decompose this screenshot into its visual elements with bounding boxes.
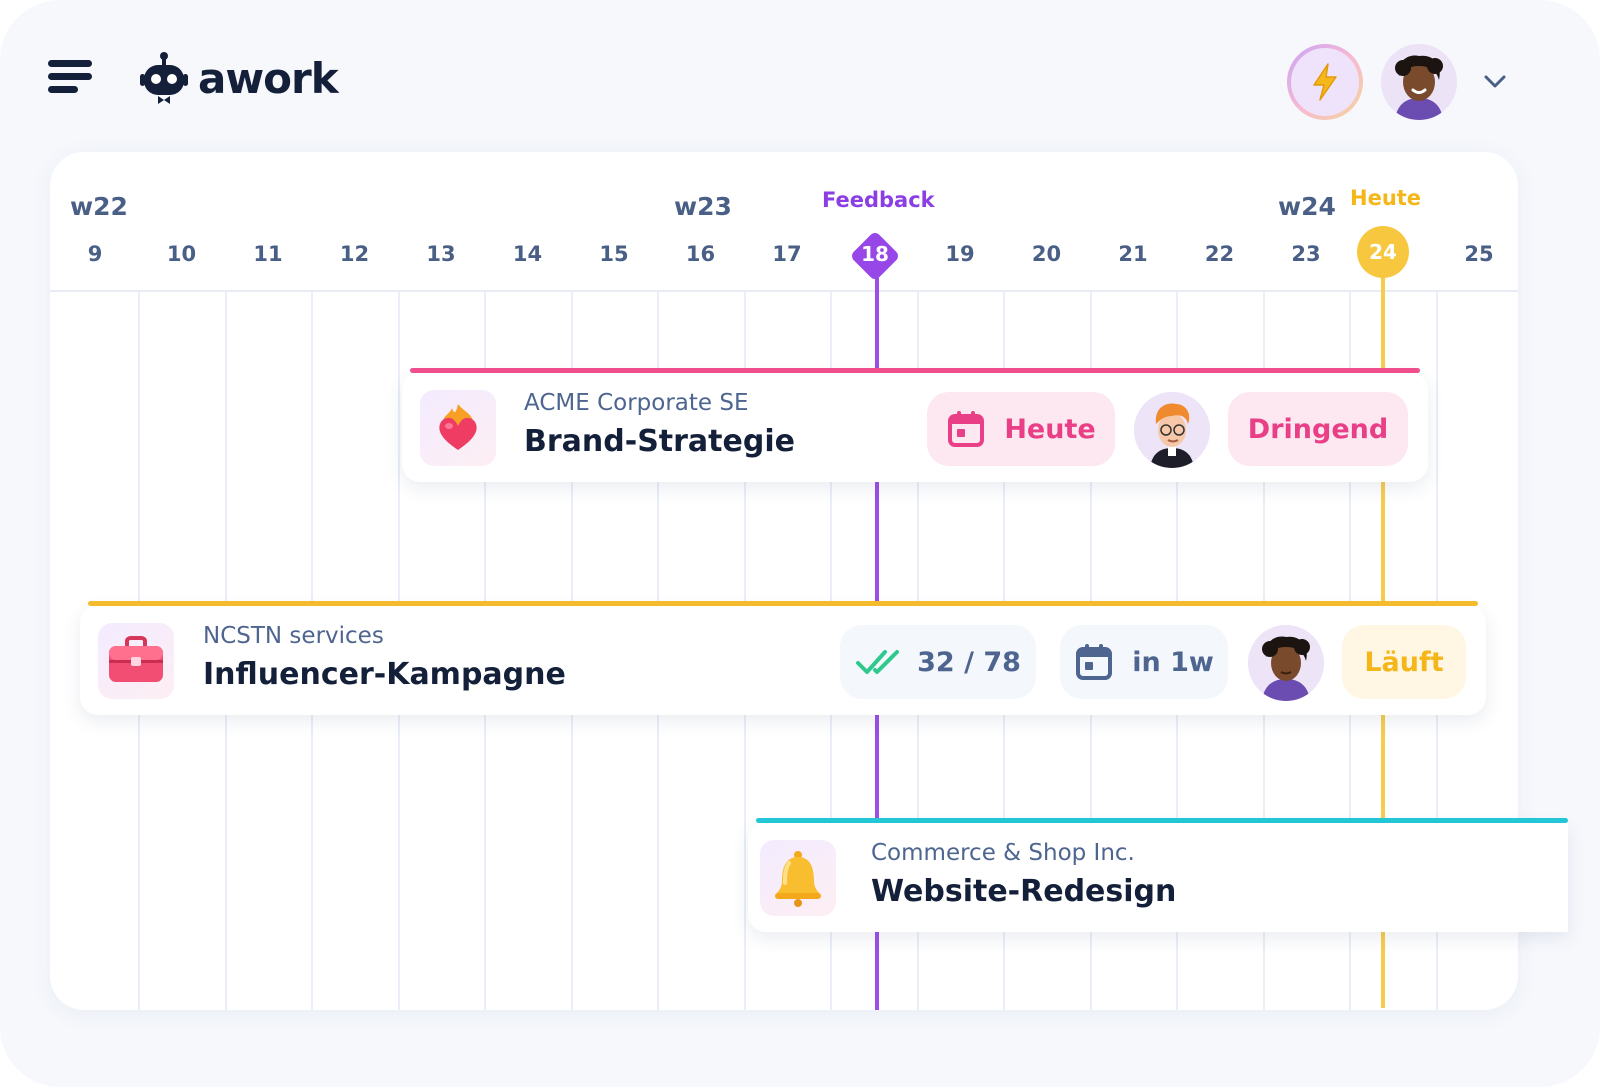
task-accent-bar	[88, 601, 1478, 606]
assignee-avatar[interactable]	[1134, 392, 1210, 468]
calendar-icon	[1076, 644, 1113, 680]
day-label: 19	[945, 242, 975, 266]
lightning-button[interactable]	[1287, 44, 1363, 120]
assignee-avatar[interactable]	[1248, 625, 1324, 701]
milestone-label: Feedback	[822, 188, 935, 212]
heart-on-fire-icon	[420, 390, 496, 466]
person-avatar-icon	[1134, 392, 1210, 468]
user-avatar[interactable]	[1381, 44, 1457, 120]
task-title: Influencer-Kampagne	[203, 657, 566, 692]
due-date-label: Heute	[1004, 413, 1096, 445]
double-check-icon	[856, 650, 900, 674]
day-label: 22	[1204, 242, 1235, 266]
today-marker[interactable]: 24	[1357, 226, 1409, 278]
day-label: 20	[1031, 242, 1062, 266]
day-label: 12	[339, 242, 370, 266]
hamburger-menu-icon[interactable]	[48, 60, 94, 96]
awork-logo[interactable]: awork	[140, 48, 339, 108]
day-label: 23	[1291, 242, 1321, 266]
day-label: 25	[1464, 242, 1494, 266]
task-accent-bar	[756, 818, 1568, 823]
toolbox-icon	[98, 623, 174, 699]
due-date-label: in 1w	[1132, 646, 1214, 678]
day-label: 11	[253, 242, 283, 266]
day-label: 16	[685, 242, 716, 266]
lightning-icon	[1313, 63, 1337, 101]
task-client: ACME Corporate SE	[524, 390, 749, 416]
task-client: Commerce & Shop Inc.	[871, 840, 1135, 866]
today-label: Heute	[1350, 186, 1422, 210]
day-label: 13	[426, 242, 456, 266]
progress-text: 32 / 78	[917, 646, 1021, 678]
chevron-down-icon[interactable]	[1480, 70, 1510, 94]
timeline-header: w22 w23 w24 9 10 11 12 13 14 15 16 17 19 20 21 22 23 2…	[50, 152, 1518, 292]
due-date-pill[interactable]: in 1w	[1060, 625, 1228, 699]
week-label: w23	[674, 192, 732, 221]
task-title: Website-Redesign	[871, 874, 1177, 909]
task-client: NCSTN services	[203, 623, 384, 649]
priority-badge[interactable]: Dringend	[1228, 392, 1408, 466]
task-title: Brand-Strategie	[524, 424, 795, 459]
app-name: awork	[198, 53, 339, 103]
day-label: 14	[512, 242, 543, 266]
day-label: 9	[87, 242, 103, 266]
day-label: 17	[772, 242, 802, 266]
status-badge[interactable]: Läuft	[1342, 625, 1466, 699]
subtasks-progress[interactable]: 32 / 78	[840, 625, 1036, 699]
robot-logo-icon	[140, 52, 188, 104]
calendar-icon	[948, 411, 985, 447]
task-accent-bar	[410, 368, 1420, 373]
milestone-day: 18	[861, 242, 889, 266]
person-avatar-icon	[1381, 44, 1457, 120]
task-bar-influencer-kampagne[interactable]: NCSTN services Influencer-Kampagne 32 / …	[80, 601, 1486, 715]
task-bar-website-redesign[interactable]: Commerce & Shop Inc. Website-Redesign	[748, 818, 1568, 932]
task-bar-brand-strategie[interactable]: ACME Corporate SE Brand-Strategie Heute	[402, 368, 1428, 482]
day-label: 15	[599, 242, 629, 266]
due-date-pill[interactable]: Heute	[927, 392, 1115, 466]
person-avatar-icon	[1248, 625, 1324, 701]
week-label: w24	[1278, 192, 1336, 221]
day-label: 10	[166, 242, 197, 266]
day-label: 21	[1118, 242, 1148, 266]
week-label: w22	[70, 192, 128, 221]
bell-icon	[760, 840, 836, 916]
